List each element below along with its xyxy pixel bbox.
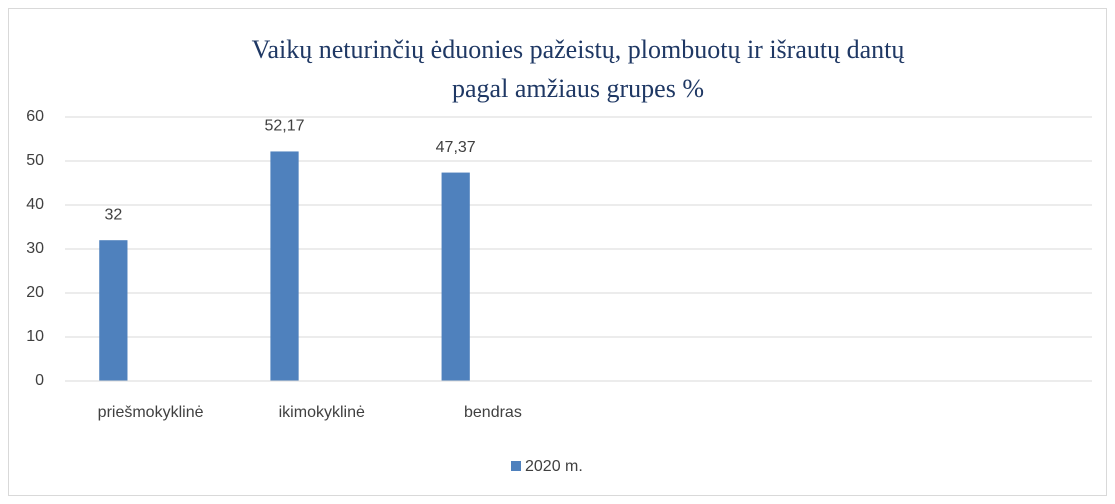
y-tick-label: 60 bbox=[26, 108, 44, 125]
bar bbox=[99, 240, 128, 381]
chart-border bbox=[8, 8, 1107, 496]
data-label: 47,37 bbox=[436, 139, 476, 156]
y-tick-label: 40 bbox=[26, 196, 44, 213]
bar bbox=[270, 151, 299, 381]
legend-swatch bbox=[511, 461, 521, 471]
x-tick-label: priešmokyklinė bbox=[98, 404, 204, 421]
y-tick-label: 10 bbox=[26, 328, 44, 345]
y-tick-label: 50 bbox=[26, 152, 44, 169]
chart-title: Vaikų neturinčių ėduonies pažeistų, plom… bbox=[252, 35, 906, 64]
bar bbox=[441, 172, 470, 381]
y-tick-label: 30 bbox=[26, 240, 44, 257]
legend-label: 2020 m. bbox=[525, 458, 583, 475]
data-label: 32 bbox=[104, 206, 122, 223]
x-tick-label: bendras bbox=[464, 404, 522, 421]
y-tick-label: 0 bbox=[35, 372, 44, 389]
chart-title: pagal amžiaus grupes % bbox=[452, 74, 704, 103]
y-tick-label: 20 bbox=[26, 284, 44, 301]
x-tick-label: ikimokyklinė bbox=[279, 404, 365, 421]
data-label: 52,17 bbox=[264, 118, 304, 135]
